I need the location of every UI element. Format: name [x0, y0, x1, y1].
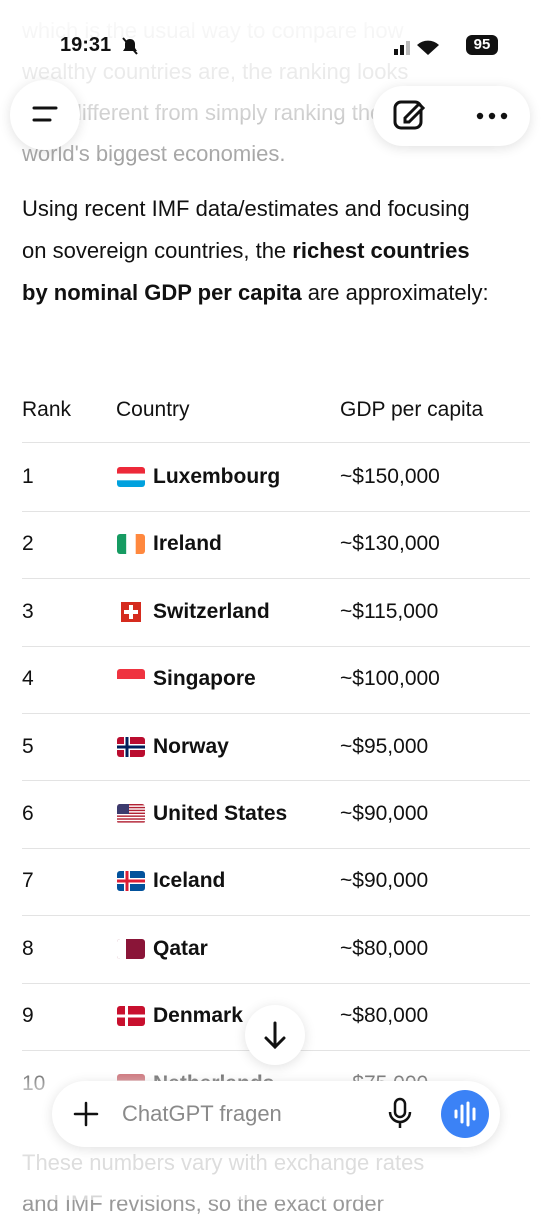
intro-text: are approximately:	[307, 280, 489, 305]
rank: 7	[22, 869, 34, 893]
table-divider	[22, 578, 530, 580]
voice-button[interactable]	[441, 1090, 489, 1138]
more-button[interactable]	[476, 112, 508, 120]
gdp-value: ~$90,000	[340, 869, 429, 893]
gdp-value: ~$90,000	[340, 802, 429, 825]
composer: ChatGPT fragen	[52, 1081, 500, 1147]
flag-icon	[117, 534, 145, 555]
gdp-value: ~$130,000	[340, 532, 440, 556]
table-header: Country	[116, 398, 190, 421]
intro-text: Using recent IMF data/estimates and focu…	[22, 196, 470, 263]
rank: 3	[22, 599, 34, 623]
table-divider	[22, 915, 530, 917]
country-name: Denmark	[153, 1004, 243, 1028]
menu-button[interactable]	[10, 80, 80, 150]
rank: 8	[22, 936, 34, 960]
intro-paragraph: Using recent IMF data/estimates and focu…	[22, 188, 492, 314]
rank: 4	[22, 667, 34, 691]
flag-icon	[117, 669, 145, 690]
gdp-value: ~$95,000	[340, 734, 429, 758]
status-time: 19:31	[60, 34, 112, 56]
table-divider	[22, 645, 530, 647]
scroll-down-button[interactable]	[245, 1005, 305, 1065]
table-divider	[22, 780, 530, 782]
composer-input[interactable]: ChatGPT fragen	[122, 1101, 282, 1126]
country-name: Qatar	[153, 936, 208, 960]
table-header: Rank	[22, 398, 72, 421]
signal-wifi	[394, 40, 439, 55]
table-divider	[22, 442, 530, 443]
rank: 9	[22, 1004, 34, 1028]
table-header: GDP per capita	[340, 398, 484, 421]
mute-icon	[122, 37, 138, 55]
gdp-value: ~$100,000	[340, 667, 440, 691]
country-name: Ireland	[153, 532, 222, 556]
intro-bold: richest countries by nominal GDP per cap…	[22, 238, 470, 305]
table-divider	[22, 982, 530, 984]
rank: 1	[22, 465, 34, 488]
edit-button[interactable]	[393, 100, 426, 130]
gdp-value: ~$150,000	[340, 465, 440, 488]
add-button[interactable]	[72, 1100, 100, 1128]
flag-icon	[117, 601, 145, 622]
mic-button[interactable]	[387, 1097, 413, 1131]
country-name: Iceland	[153, 869, 226, 893]
gdp-value: ~$80,000	[340, 936, 429, 960]
flag-icon	[117, 467, 145, 487]
rank: 2	[22, 532, 34, 556]
action-pill	[373, 86, 530, 146]
rank: 6	[22, 802, 34, 825]
table-divider	[22, 712, 530, 714]
flag-icon	[117, 938, 145, 959]
flag-icon	[117, 1006, 145, 1027]
country-name: United States	[153, 802, 288, 825]
flag-icon	[117, 804, 145, 824]
gdp-value: ~$115,000	[340, 599, 439, 623]
table-divider	[22, 847, 530, 849]
flag-icon	[117, 736, 145, 757]
rank: 5	[22, 734, 34, 758]
country-name: Norway	[153, 734, 229, 758]
country-name: Switzerland	[153, 599, 270, 623]
country-name: Singapore	[153, 667, 256, 691]
battery: 95	[466, 35, 498, 55]
gdp-value: ~$80,000	[340, 1004, 429, 1028]
table-divider	[22, 510, 530, 512]
flag-icon	[117, 871, 145, 892]
country-name: Luxembourg	[153, 465, 281, 488]
